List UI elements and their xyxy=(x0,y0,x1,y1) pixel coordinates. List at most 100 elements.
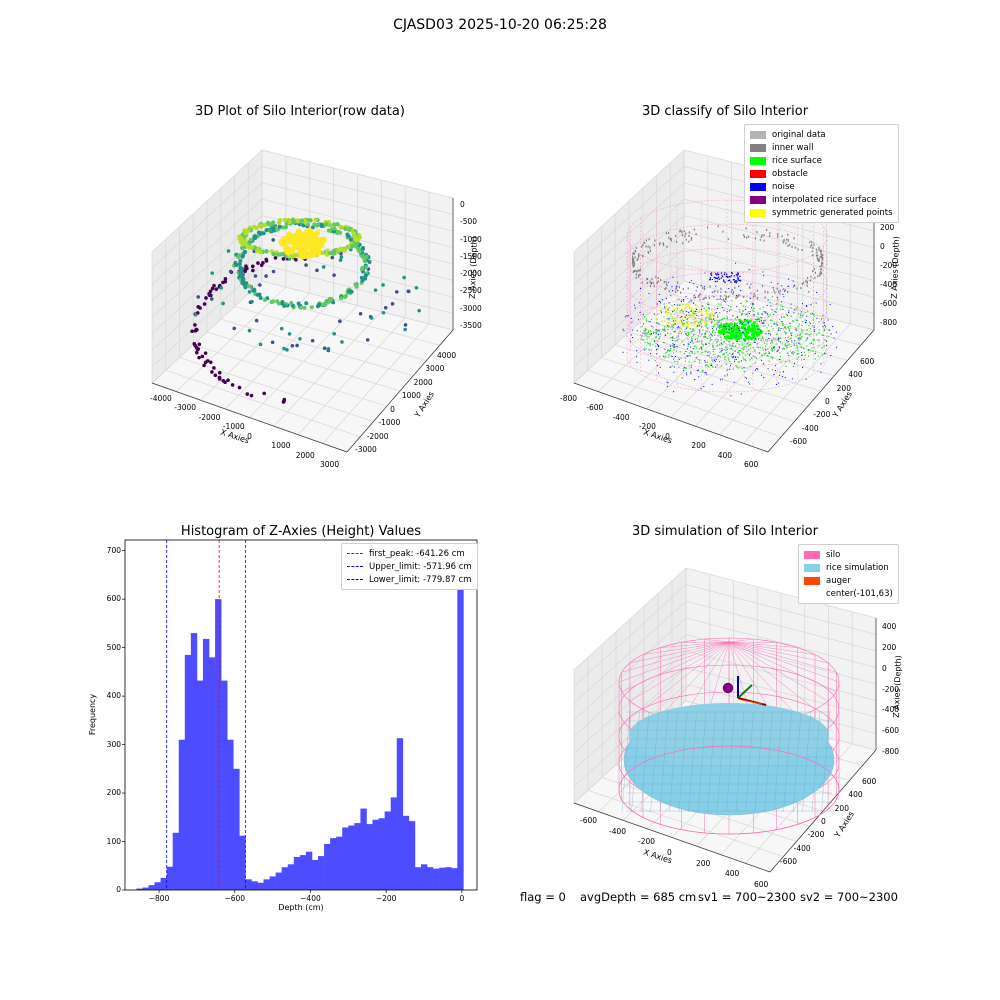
panel2-xtick-4: 0 xyxy=(665,431,670,441)
data-point xyxy=(363,273,368,278)
silo-roof-line xyxy=(728,641,840,683)
rice-surface-point xyxy=(732,368,735,370)
noise-point xyxy=(714,280,716,283)
inner-wall-point xyxy=(763,239,765,242)
inner-wall-point xyxy=(810,245,812,248)
inner-wall-point xyxy=(683,230,685,233)
rice-surface-point xyxy=(798,353,800,355)
rice-surface-point xyxy=(817,339,819,341)
noise-point xyxy=(686,334,688,336)
noise-point xyxy=(690,366,692,368)
noise-point xyxy=(730,365,732,367)
gridline xyxy=(719,317,827,436)
inner-wall-point xyxy=(725,297,727,300)
noise-point xyxy=(812,313,814,315)
noise-point xyxy=(670,366,672,368)
rice-surface-point xyxy=(672,345,674,347)
data-point xyxy=(238,240,244,245)
noise-point xyxy=(782,348,784,350)
noise-point xyxy=(795,329,797,331)
noise-point xyxy=(716,280,718,283)
inner-wall-point xyxy=(695,232,697,235)
rice-surface-point xyxy=(791,340,793,342)
rice-surface-point xyxy=(778,318,781,320)
histogram-bar xyxy=(427,867,434,890)
rice-surface-point xyxy=(771,349,773,352)
rice-surface-point xyxy=(760,338,762,340)
inner-wall-point xyxy=(785,242,787,245)
rice-surface-point xyxy=(705,326,707,328)
noise-point xyxy=(691,280,693,282)
noise-point xyxy=(733,381,735,383)
rice-surface-point xyxy=(668,354,670,356)
gridline xyxy=(573,182,685,286)
rice-surface-point xyxy=(668,318,670,320)
noise-point xyxy=(736,275,739,277)
noise-point xyxy=(721,348,723,350)
rice-surface-point xyxy=(666,318,668,320)
rice-surface-point xyxy=(766,343,768,345)
panel1-xtick-3: -1000 xyxy=(222,422,245,432)
data-point xyxy=(286,246,293,253)
rice-surface-point xyxy=(739,311,741,313)
noise-point xyxy=(696,369,698,371)
rice-surface-point xyxy=(714,332,716,334)
panel3-ytick-0: 0 xyxy=(116,885,121,894)
inner-wall-point xyxy=(793,237,795,240)
rice-surface-point xyxy=(768,351,770,353)
rice-surface-point xyxy=(728,341,730,343)
noise-point xyxy=(758,318,760,320)
noise-point xyxy=(761,313,763,315)
noise-point xyxy=(704,333,706,335)
noise-point xyxy=(658,338,660,340)
noise-point xyxy=(720,291,722,293)
symmetric-point xyxy=(676,306,678,308)
noise-point xyxy=(698,324,700,326)
rice-surface-point xyxy=(691,328,693,330)
symmetric-point xyxy=(704,321,706,323)
rice-surface-point xyxy=(796,334,799,337)
noise-point xyxy=(753,313,755,315)
noise-point xyxy=(774,369,776,371)
noise-point xyxy=(698,295,700,297)
rice-surface-point xyxy=(688,361,690,363)
noise-point xyxy=(727,275,729,278)
histogram-bar xyxy=(227,739,234,890)
rice-surface-point xyxy=(795,328,797,330)
inner-wall-point xyxy=(678,286,681,289)
inner-wall-point xyxy=(756,289,758,292)
rice-surface-point xyxy=(782,324,784,326)
rice-surface-point xyxy=(775,322,778,324)
rice-surface-point xyxy=(649,333,651,335)
rice-surface-point xyxy=(726,330,730,334)
data-point xyxy=(403,323,408,327)
inner-wall-point xyxy=(746,236,748,239)
legend-swatch xyxy=(804,590,820,598)
symmetric-point xyxy=(687,305,690,307)
rice-surface-point xyxy=(789,330,791,332)
rice-surface-point xyxy=(680,309,682,311)
rice-surface-point xyxy=(702,344,704,346)
symmetric-point xyxy=(696,310,698,313)
noise-point xyxy=(703,286,705,288)
inner-wall-point xyxy=(811,244,813,247)
silo-roof-line xyxy=(642,641,730,710)
data-point xyxy=(280,252,286,257)
legend-label: rice surface xyxy=(772,155,822,166)
rice-surface-point xyxy=(691,341,693,343)
rice-surface-point xyxy=(804,333,807,335)
rice-surface-point xyxy=(764,345,767,347)
inner-wall-point xyxy=(806,284,808,287)
data-point xyxy=(223,276,228,281)
noise-point xyxy=(694,310,696,312)
rice-mesh-line xyxy=(811,711,821,813)
rice-surface-point xyxy=(798,343,801,345)
data-point xyxy=(308,218,313,223)
noise-point xyxy=(732,279,735,281)
noise-point xyxy=(782,309,784,311)
symmetric-point xyxy=(704,322,706,325)
panel1-ytick-2: -1000 xyxy=(378,418,401,428)
inner-wall-point xyxy=(676,281,679,284)
rice-surface-point xyxy=(688,333,690,335)
symmetric-point xyxy=(690,315,692,318)
